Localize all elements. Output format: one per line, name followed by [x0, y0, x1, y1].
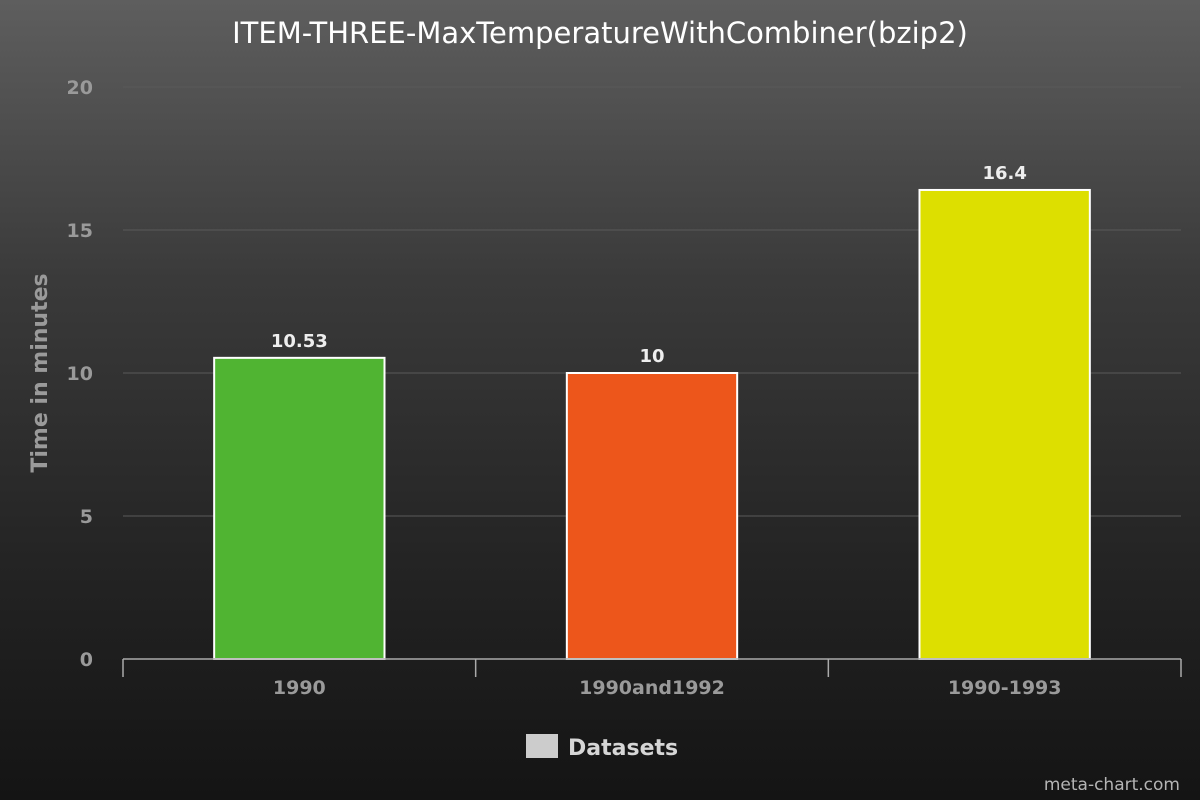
y-tick-label: 0 — [80, 649, 93, 671]
bar[interactable] — [213, 356, 386, 660]
legend-label[interactable]: Datasets — [568, 736, 678, 761]
x-tick-label: 1990 — [273, 677, 326, 699]
y-tick-label: 15 — [67, 220, 93, 242]
y-axis-label: Time in minutes — [28, 273, 53, 472]
data-label: 10 — [639, 346, 664, 367]
bar[interactable] — [918, 188, 1091, 661]
x-axis — [122, 658, 1182, 677]
y-tick-label: 5 — [80, 506, 93, 528]
bar[interactable] — [565, 372, 739, 660]
data-label: 16.4 — [982, 163, 1026, 184]
bars: 10.53 10 16.4 — [213, 163, 1091, 661]
legend[interactable]: Datasets — [526, 734, 678, 761]
legend-swatch[interactable] — [526, 734, 558, 758]
x-tick-label: 1990-1993 — [948, 677, 1062, 699]
y-axis-ticks: 0 5 10 15 20 — [67, 77, 93, 671]
y-tick-label: 10 — [67, 363, 93, 385]
data-label: 10.53 — [271, 331, 328, 352]
chart-title: ITEM-THREE-MaxTemperatureWithCombiner(bz… — [232, 16, 968, 50]
y-tick-label: 20 — [67, 77, 93, 99]
x-tick-label: 1990and1992 — [579, 677, 725, 699]
x-axis-ticks: 1990 1990and1992 1990-1993 — [273, 677, 1062, 699]
credit-link[interactable]: meta-chart.com — [1044, 775, 1180, 795]
